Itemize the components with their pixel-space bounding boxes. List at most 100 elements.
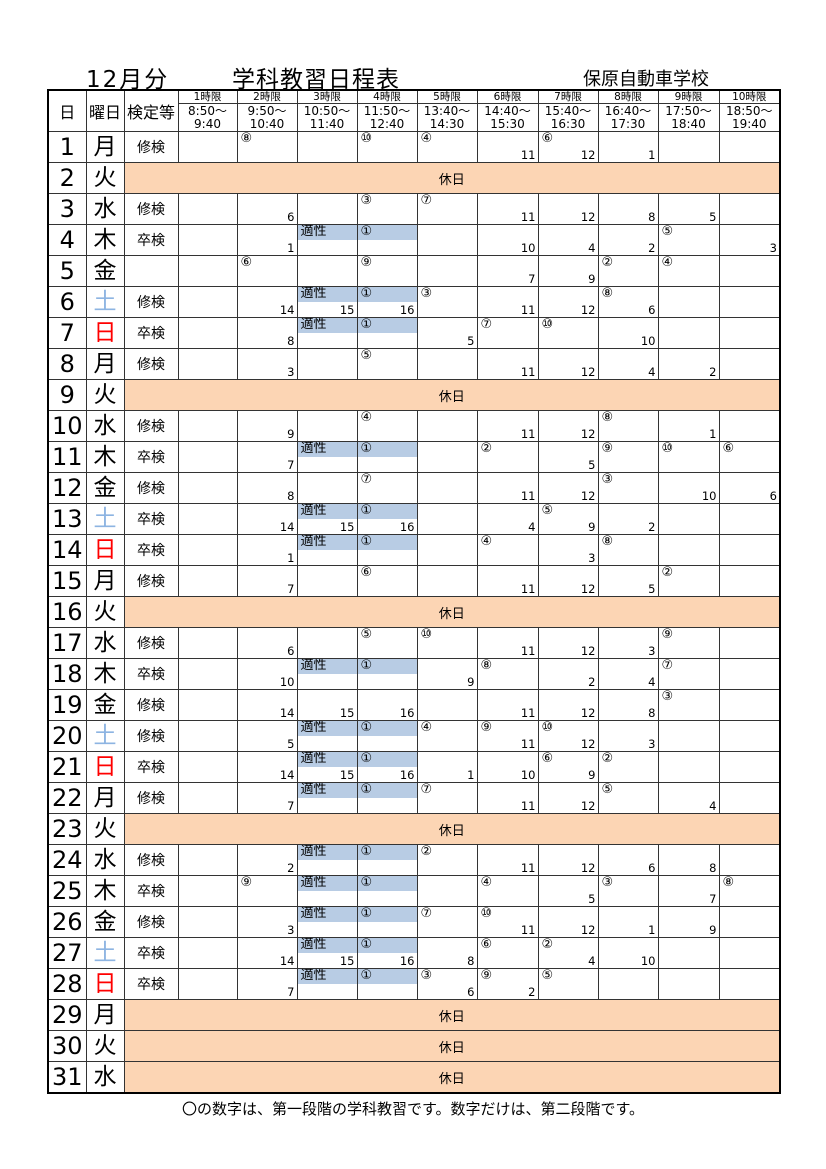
day-number: 11	[47, 441, 87, 473]
weekday: 月	[85, 565, 125, 597]
schedule-cell: ⑨	[657, 627, 720, 659]
stage2-lesson: 16	[399, 706, 415, 720]
stage2-lesson: 8	[648, 706, 656, 720]
weekday: 金	[85, 689, 125, 721]
holiday-cell: 休日	[123, 379, 781, 411]
stage2-lesson: 9	[588, 272, 596, 286]
schedule-cell: ②	[597, 255, 659, 287]
day-row: 23 火休日	[47, 813, 781, 845]
weekday: 火	[85, 379, 125, 411]
aptitude-band	[358, 907, 416, 922]
period-end: 17:30	[610, 117, 646, 131]
stage1-lesson: ⑥	[722, 441, 735, 457]
schedule-cell: 7	[236, 968, 298, 1000]
stage2-lesson: 7	[287, 799, 295, 813]
day-row: 7 日卒検 8 適性 ① 5 ⑦ ⑩ 10	[47, 317, 781, 349]
weekday: 木	[85, 875, 125, 907]
stage1-lesson: ⑤	[360, 348, 373, 364]
schedule-cell	[416, 472, 478, 504]
day-row: 27 土卒検 14 適性 15 ① 16 8 ⑥ ② 4 10	[47, 937, 781, 969]
schedule-cell: ①	[356, 906, 418, 938]
schedule-cell	[416, 410, 478, 442]
schedule-cell: ① 16	[356, 751, 418, 783]
header-period: 7時限 15:40～ 16:30	[537, 89, 599, 132]
stage2-lesson: 5	[709, 210, 717, 224]
schedule-cell	[718, 844, 781, 876]
stage1-lesson: 適性	[300, 720, 327, 736]
schedule-cell	[718, 689, 781, 721]
exam-type: 修検	[123, 720, 179, 752]
day-row: 17 水修検 6 ⑤ ⑩ 11 12 3 ⑨	[47, 627, 781, 659]
stage1-lesson: ③	[360, 193, 373, 209]
period-end: 16:30	[550, 117, 586, 131]
period-end: 15:30	[490, 117, 525, 131]
weekday: 木	[85, 658, 125, 690]
stage2-lesson: 12	[580, 489, 596, 503]
stage2-lesson: 8	[287, 334, 295, 348]
schedule-cell: 11	[476, 627, 539, 659]
stage1-lesson: ④	[661, 255, 674, 271]
schedule-cell: ③	[657, 689, 720, 721]
schedule-cell: ②	[597, 751, 659, 783]
day-row: 30 火休日	[47, 1030, 781, 1062]
weekday: 木	[85, 224, 125, 256]
schedule-cell: 12	[537, 348, 599, 380]
schedule-cell	[177, 906, 238, 938]
day-number: 1	[47, 131, 87, 163]
stage1-lesson: 適性	[300, 503, 327, 519]
day-number: 23	[47, 813, 87, 845]
schedule-cell: 3	[236, 906, 298, 938]
schedule-cell: 3	[597, 720, 659, 752]
stage1-lesson: ①	[360, 937, 373, 953]
schedule-cell: 適性	[296, 782, 358, 814]
stage1-lesson: ①	[360, 720, 373, 736]
stage1-lesson: ①	[360, 503, 373, 519]
stage1-lesson: ④	[480, 875, 493, 891]
schedule-cell	[177, 844, 238, 876]
aptitude-band	[358, 752, 416, 767]
schedule-cell: ③	[597, 875, 659, 907]
stage1-lesson: ⑥	[541, 131, 554, 147]
schedule-cell	[177, 441, 238, 473]
schedule-cell: ①	[356, 875, 418, 907]
header-period: 2時限 9:50～ 10:40	[236, 89, 298, 132]
schedule-cell: 4	[476, 503, 539, 535]
weekday: 土	[85, 720, 125, 752]
aptitude-band	[358, 845, 416, 860]
schedule-cell	[416, 689, 478, 721]
schedule-cell	[296, 410, 358, 442]
schedule-cell: 12	[537, 844, 599, 876]
schedule-cell	[177, 937, 238, 969]
stage2-lesson: 14	[279, 706, 295, 720]
stage1-lesson: 適性	[300, 658, 327, 674]
schedule-cell: ⑤	[657, 224, 720, 256]
stage1-lesson: 適性	[300, 844, 327, 860]
period-start: 11:50～	[363, 104, 411, 118]
schedule-cell: ②	[416, 844, 478, 876]
schedule-cell	[177, 627, 238, 659]
schedule-cell	[177, 255, 238, 287]
schedule-cell: 10	[597, 317, 659, 349]
schedule-cell: 12	[537, 689, 599, 721]
schedule-cell: ①	[356, 534, 418, 566]
day-row: 14 日卒検 1 適性 ① ④ 3 ⑧	[47, 534, 781, 566]
schedule-cell: 8	[236, 472, 298, 504]
day-number: 24	[47, 844, 87, 876]
weekday: 金	[85, 906, 125, 938]
schedule-cell	[177, 534, 238, 566]
schedule-cell: 適性	[296, 968, 358, 1000]
stage2-lesson: 4	[709, 799, 717, 813]
schedule-cell: ⑥	[356, 565, 418, 597]
schedule-cell: 1	[597, 906, 659, 938]
schedule-cell	[718, 937, 781, 969]
day-number: 22	[47, 782, 87, 814]
exam-type: 修検	[123, 627, 179, 659]
schedule-cell: ⑩	[356, 131, 418, 163]
schedule-cell: ④	[416, 131, 478, 163]
day-number: 17	[47, 627, 87, 659]
header-period: 3時限 10:50～ 11:40	[296, 89, 358, 132]
schedule-cell: ⑥	[718, 441, 781, 473]
schedule-cell	[177, 689, 238, 721]
period-time: 15:40～ 16:30	[539, 105, 597, 131]
